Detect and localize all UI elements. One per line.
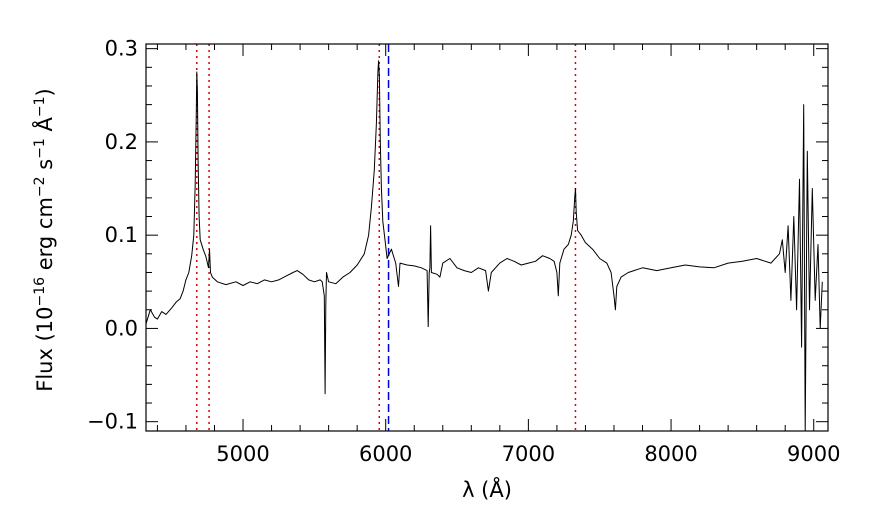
x-tick-label: 5000: [216, 442, 269, 466]
x-tick-label: 8000: [644, 442, 697, 466]
x-axis-title: λ (Å): [462, 476, 512, 502]
spectrum-series: [145, 60, 823, 432]
emission-line-markers: [196, 44, 577, 431]
y-tick-label: 0.2: [105, 130, 138, 154]
y-tick-label: 0.1: [105, 223, 138, 247]
x-tick-label: 7000: [502, 442, 555, 466]
plot-frame: [145, 43, 829, 432]
y-tick-labels: −0.1 0.0 0.1 0.2 0.3: [87, 37, 138, 434]
x-tick-label: 6000: [359, 442, 412, 466]
spectrum-line-1: [145, 60, 823, 432]
x-tick-labels: 5000 6000 7000 8000 9000: [216, 442, 840, 466]
x-tick-label: 9000: [787, 442, 840, 466]
y-axis-title: Flux (10−16 erg cm−2 s−1 Å−1): [31, 88, 57, 391]
axes: [145, 43, 829, 432]
y-tick-label: −0.1: [87, 410, 138, 434]
y-tick-label: 0.0: [105, 316, 138, 340]
y-tick-label: 0.3: [105, 37, 138, 61]
